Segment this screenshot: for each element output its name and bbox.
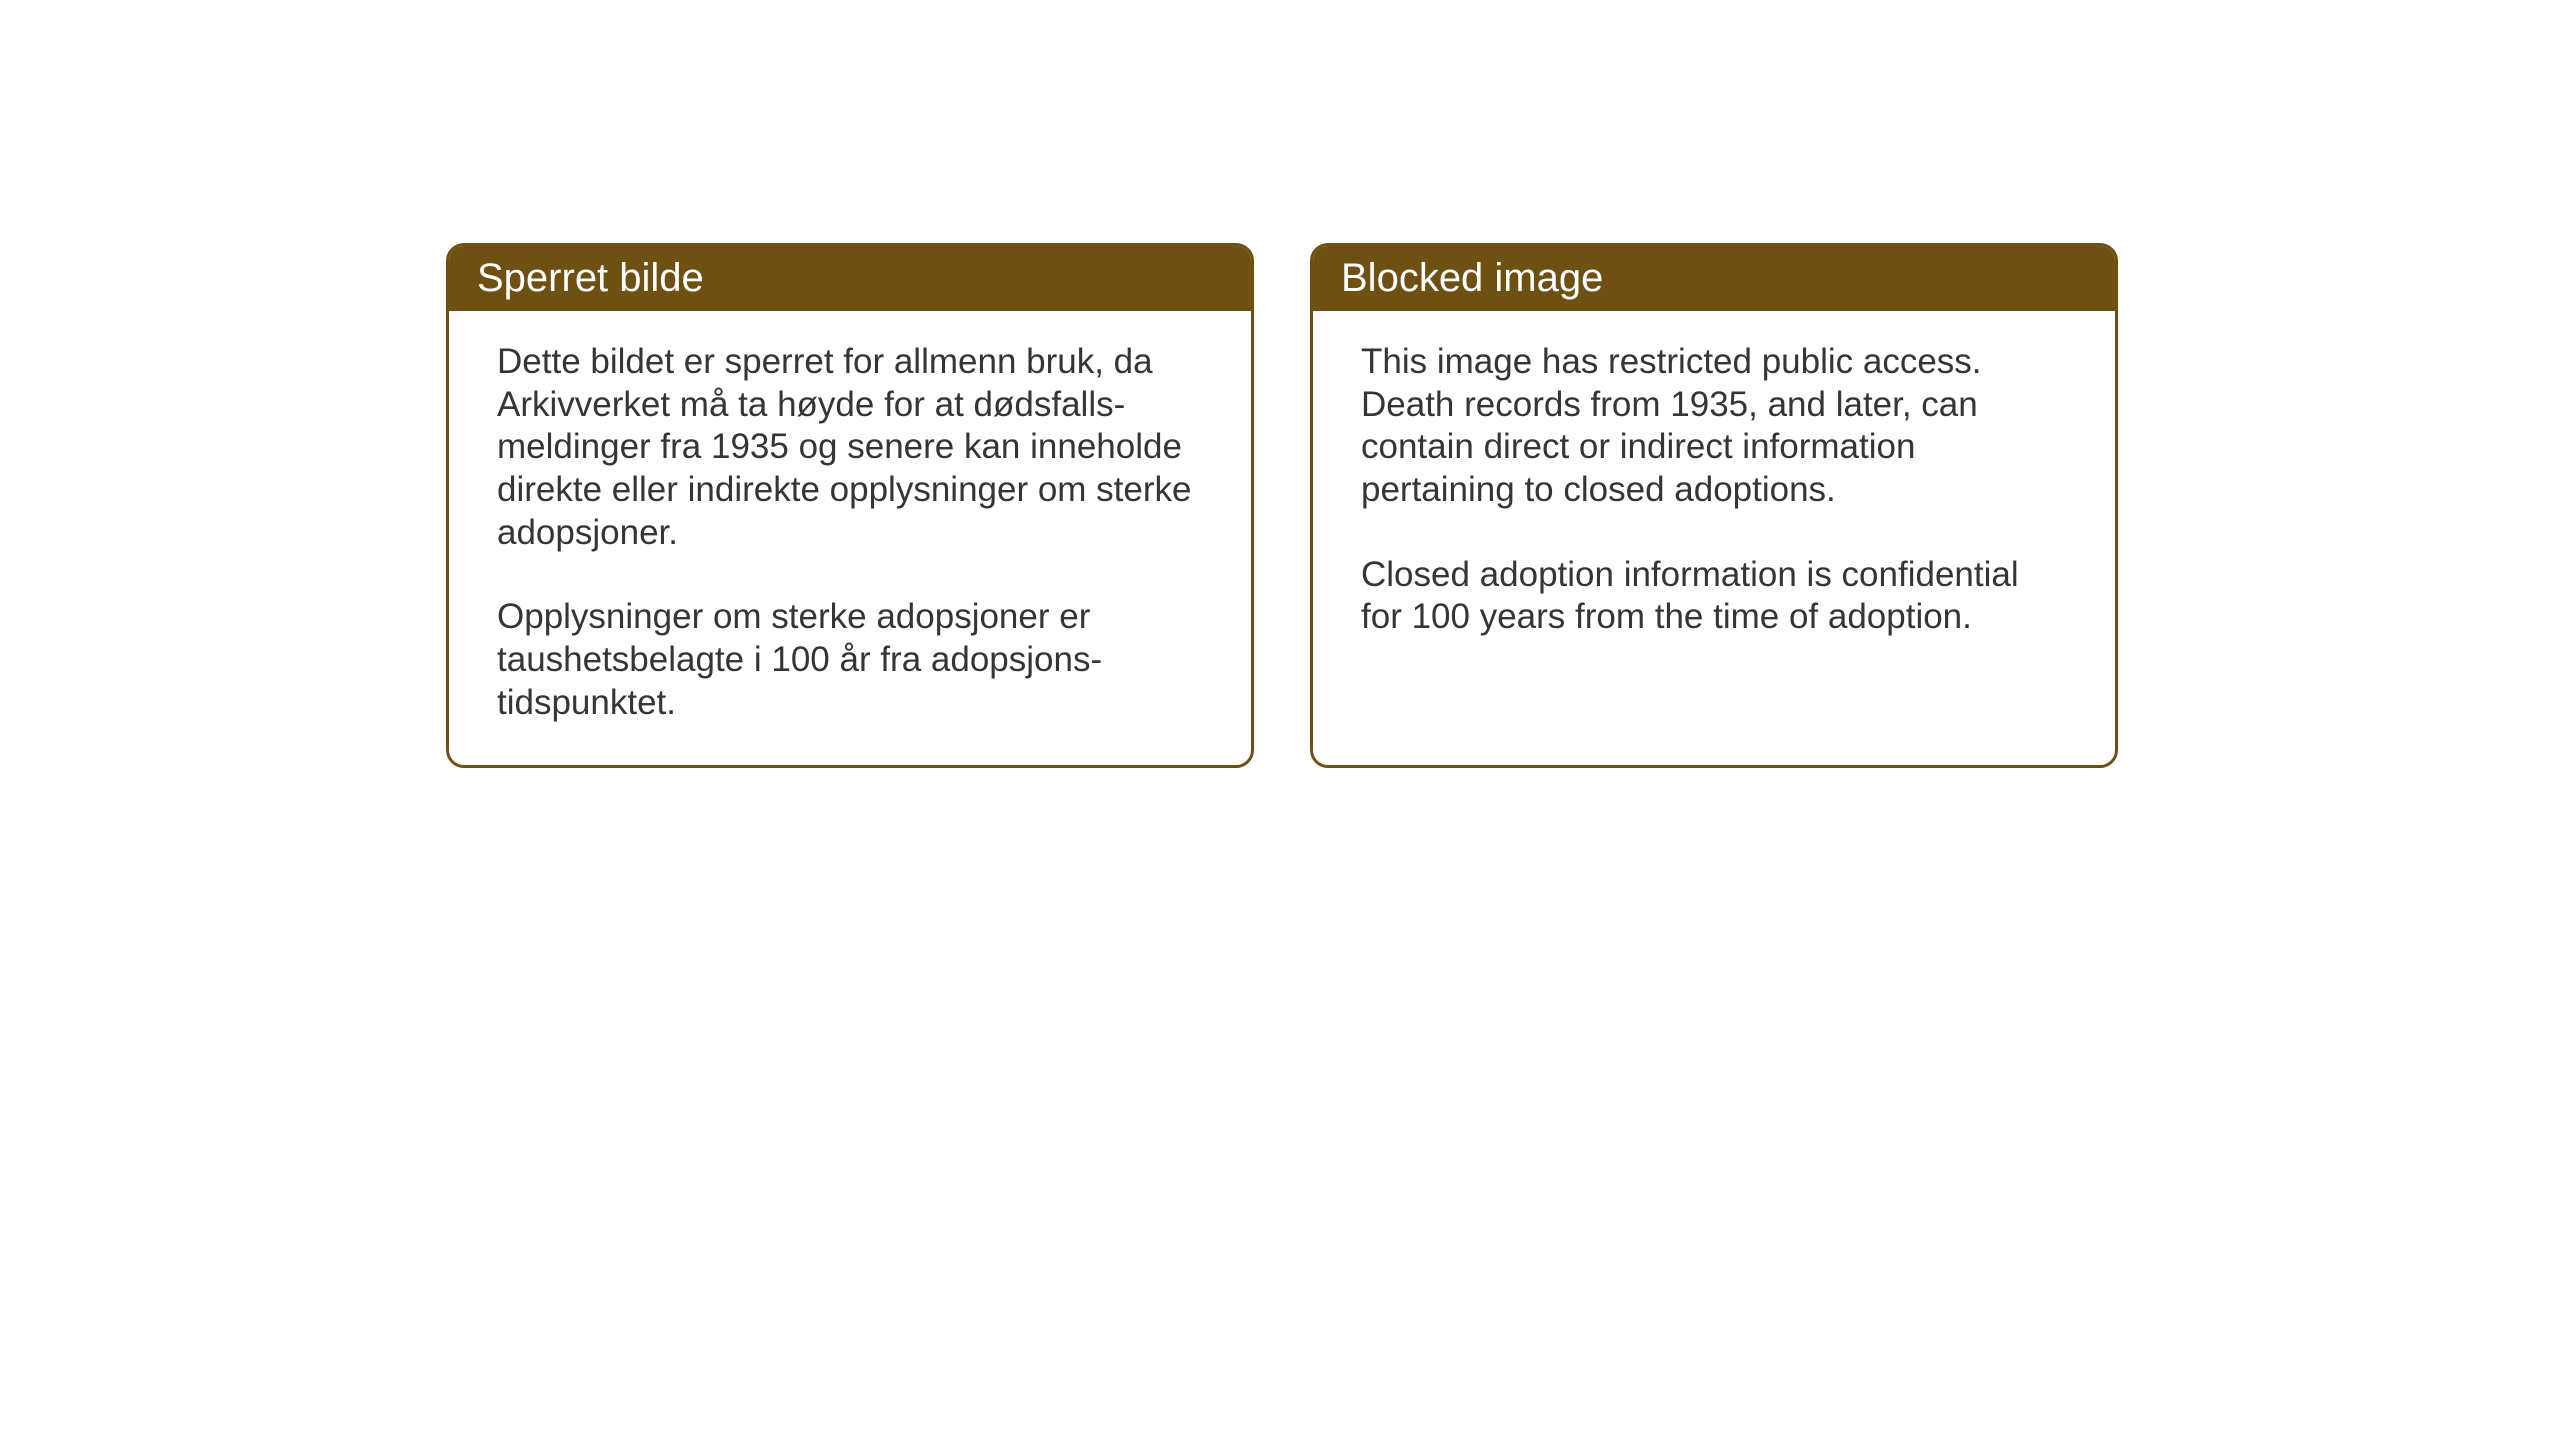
notice-paragraph-1-norwegian: Dette bildet er sperret for allmenn bruk…	[497, 341, 1203, 554]
notice-body-english: This image has restricted public access.…	[1313, 311, 2115, 739]
notice-paragraph-2-norwegian: Opplysninger om sterke adopsjoner er tau…	[497, 596, 1203, 724]
notice-box-norwegian: Sperret bilde Dette bildet er sperret fo…	[446, 243, 1254, 768]
notice-box-english: Blocked image This image has restricted …	[1310, 243, 2118, 768]
notice-paragraph-1-english: This image has restricted public access.…	[1361, 341, 2067, 512]
notice-header-english: Blocked image	[1313, 246, 2115, 311]
notice-body-norwegian: Dette bildet er sperret for allmenn bruk…	[449, 311, 1251, 765]
notice-paragraph-2-english: Closed adoption information is confident…	[1361, 554, 2067, 639]
notice-header-norwegian: Sperret bilde	[449, 246, 1251, 311]
notice-container: Sperret bilde Dette bildet er sperret fo…	[446, 243, 2118, 768]
